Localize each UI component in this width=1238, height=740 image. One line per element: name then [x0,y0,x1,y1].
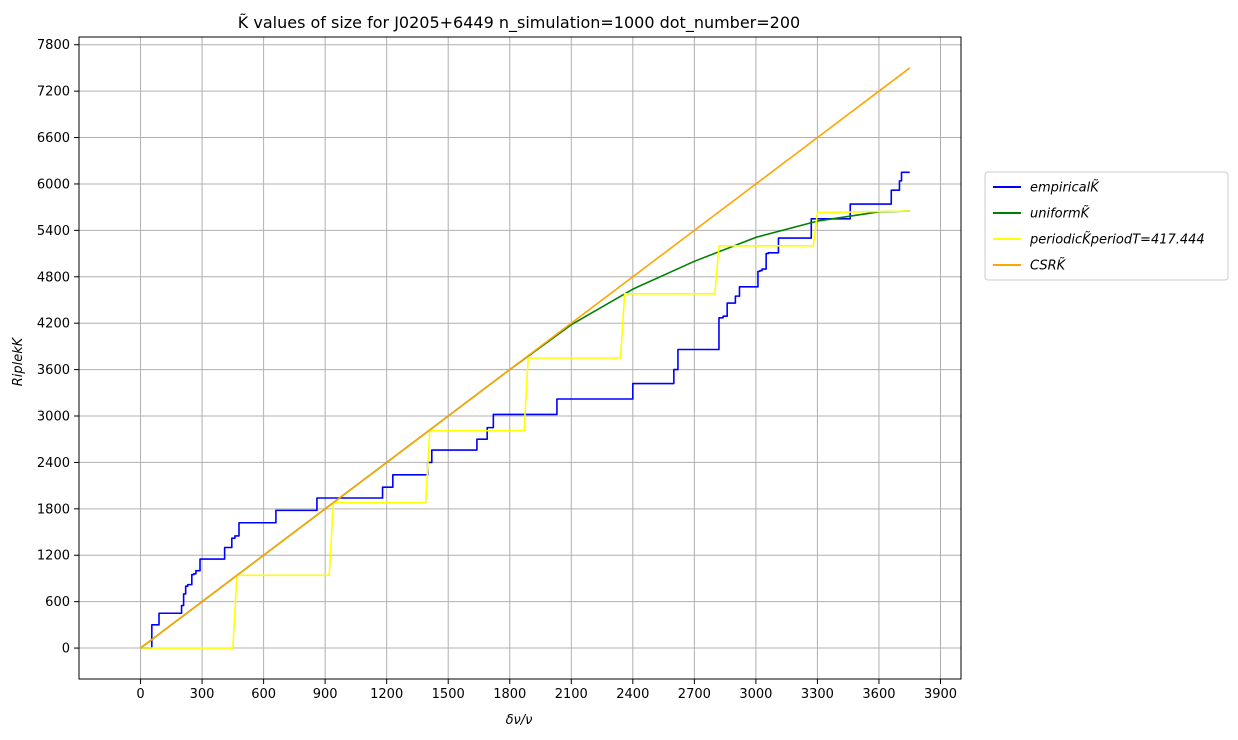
y-tick-label: 5400 [37,224,70,239]
y-tick-label: 1800 [37,502,70,517]
x-tick-label: 2100 [555,687,588,702]
plot-frame [78,36,962,680]
x-tick-label: 3600 [862,687,895,702]
legend: empiricalK̃ uniformK̃ periodicK̃periodT=41… [984,171,1229,281]
y-tick-label: 1200 [37,549,70,564]
y-tick-label: 7200 [37,85,70,100]
chart-title: K̃ values of size for J0205+6449 n_simul… [238,13,800,33]
y-tick-label: 6600 [37,131,70,146]
y-tick-label: 3600 [37,363,70,378]
series-line-2 [140,210,910,649]
y-tick-label: 600 [45,595,70,610]
x-tick-label: 1200 [370,687,403,702]
x-tick-label: 2400 [616,687,649,702]
legend-label: periodicK̃periodT=417.444 [1029,232,1205,247]
y-axis-ticks: 0 600 1200 1800 2400 3000 3600 4200 4800 5400 6000… [37,38,79,657]
y-tick-label: 2400 [37,456,70,471]
legend-label: uniformK̃ [1030,206,1091,221]
x-tick-label: 2700 [678,687,711,702]
x-tick-label: 3000 [739,687,772,702]
x-tick-label: 1800 [493,687,526,702]
x-axis-ticks: 0 300 600 900 1200 1500 1800 2100 2400 2700 3000 33… [136,679,957,702]
legend-label: empiricalK̃ [1030,180,1100,195]
y-axis-label: RiplekK [11,336,26,386]
y-tick-label: 3000 [37,410,70,425]
legend-label: CSRK̃ [1030,258,1067,273]
y-tick-label: 4800 [37,270,70,285]
x-tick-label: 300 [190,687,215,702]
x-tick-label: 3900 [924,687,957,702]
series-line-3 [140,67,911,649]
y-tick-label: 7800 [37,38,70,53]
y-tick-label: 0 [62,642,70,657]
x-tick-label: 3300 [801,687,834,702]
x-tick-label: 600 [251,687,276,702]
x-tick-label: 0 [136,687,144,702]
y-tick-label: 6000 [37,177,70,192]
x-tick-label: 1500 [432,687,465,702]
grid [79,37,961,679]
plot-area [140,67,911,649]
y-tick-label: 4200 [37,317,70,332]
legend-box [984,171,1229,281]
x-axis-label: δν/ν [506,713,533,728]
series-line-0 [140,171,910,649]
x-tick-label: 900 [313,687,338,702]
